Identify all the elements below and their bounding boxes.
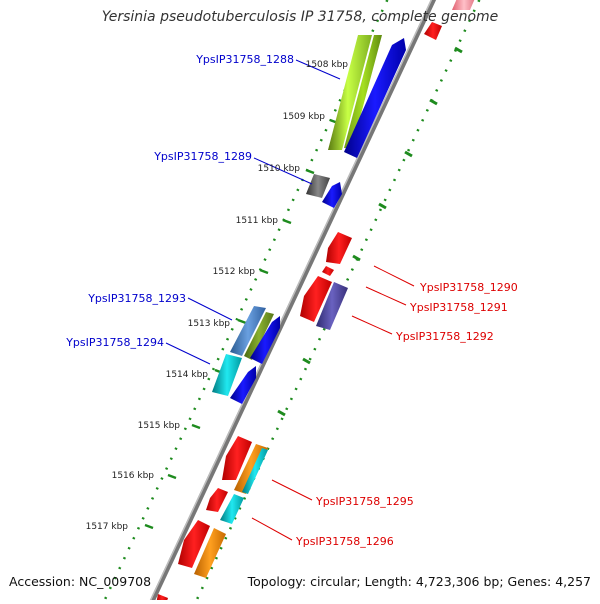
gene-1296-c — [178, 520, 210, 568]
gene-1295 — [222, 436, 252, 480]
scale-label-1511: 1511 kbp — [236, 216, 279, 226]
gene-1294-feature — [212, 354, 242, 396]
gene-1293-feature-2 — [244, 312, 274, 360]
gene-label-1288[interactable]: YpsIP31758_1288 — [195, 53, 294, 66]
gene-1294 — [230, 366, 256, 404]
gene-1288 — [344, 38, 406, 158]
gene-1288-feature — [328, 35, 372, 150]
scale-label-1512: 1512 kbp — [213, 267, 256, 277]
gene-label-1295[interactable]: YpsIP31758_1295 — [315, 495, 414, 508]
scale-labels: 1508 kbp 1509 kbp 1510 kbp 1511 kbp 1512… — [86, 60, 349, 532]
scale-label-1508: 1508 kbp — [306, 60, 349, 70]
gene-1296-b — [220, 494, 244, 524]
gene-labels: YpsIP31758_1288 YpsIP31758_1289 YpsIP317… — [65, 53, 518, 548]
label-callouts — [165, 59, 415, 541]
gene-1289-feature — [306, 174, 330, 198]
gene-1293-feature — [230, 306, 266, 356]
scale-label-1514: 1514 kbp — [166, 370, 209, 380]
inner-tick-ring — [101, 0, 389, 604]
gene-1289 — [322, 182, 342, 208]
map-title: Yersinia pseudotuberculosis IP 31758, co… — [101, 9, 499, 25]
gene-1290-small — [322, 266, 334, 276]
gene-1290 — [326, 232, 352, 264]
gene-1296-d — [194, 528, 226, 578]
gene-label-1291[interactable]: YpsIP31758_1291 — [409, 301, 508, 314]
genome-backbone-highlight — [147, 0, 433, 604]
gene-label-1296[interactable]: YpsIP31758_1296 — [295, 535, 394, 548]
gene-1291 — [300, 276, 332, 322]
top-partial-gene — [452, 0, 475, 10]
scale-label-1515: 1515 kbp — [138, 421, 181, 431]
gene-1288-feature-2 — [344, 35, 382, 148]
reverse-genes — [156, 0, 475, 604]
gene-label-1292[interactable]: YpsIP31758_1292 — [395, 330, 494, 343]
scale-label-1516: 1516 kbp — [112, 471, 155, 481]
gene-label-1290[interactable]: YpsIP31758_1290 — [419, 281, 518, 294]
gene-label-1293[interactable]: YpsIP31758_1293 — [87, 292, 186, 305]
genome-backbone — [148, 0, 437, 604]
gene-1292 — [316, 282, 348, 330]
top-reverse-gene — [424, 22, 442, 40]
gene-label-1289[interactable]: YpsIP31758_1289 — [153, 150, 252, 163]
gene-1295-feature-2 — [242, 448, 268, 494]
forward-genes — [212, 35, 406, 404]
accession-label: Accession: NC_009708 — [9, 574, 152, 589]
gene-label-1294[interactable]: YpsIP31758_1294 — [65, 336, 164, 349]
scale-label-1517: 1517 kbp — [86, 522, 129, 532]
gene-1296-a — [206, 488, 228, 512]
genome-summary: Topology: circular; Length: 4,723,306 bp… — [247, 574, 591, 589]
scale-label-1510: 1510 kbp — [258, 164, 301, 174]
gene-1293 — [250, 316, 280, 364]
scale-label-1513: 1513 kbp — [188, 319, 231, 329]
scale-label-1509: 1509 kbp — [283, 112, 326, 122]
